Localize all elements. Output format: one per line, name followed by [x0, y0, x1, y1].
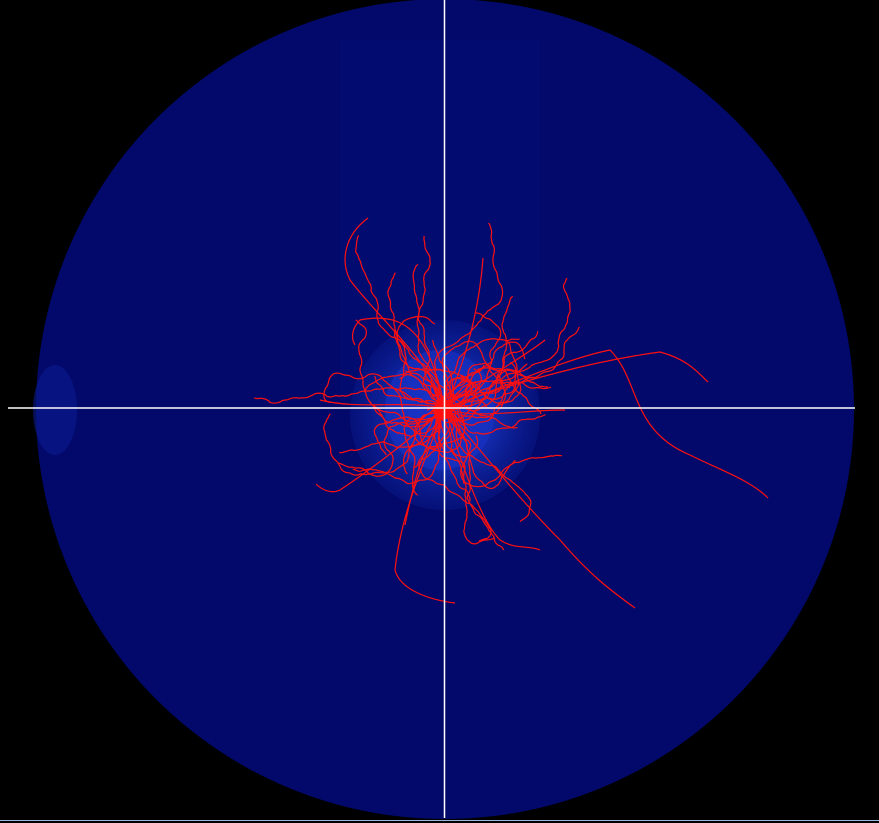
track-view [0, 0, 879, 823]
edge-spot [33, 365, 77, 455]
page: (() => { const data = JSON.parse(documen… [0, 0, 879, 823]
track-origin [434, 401, 452, 419]
